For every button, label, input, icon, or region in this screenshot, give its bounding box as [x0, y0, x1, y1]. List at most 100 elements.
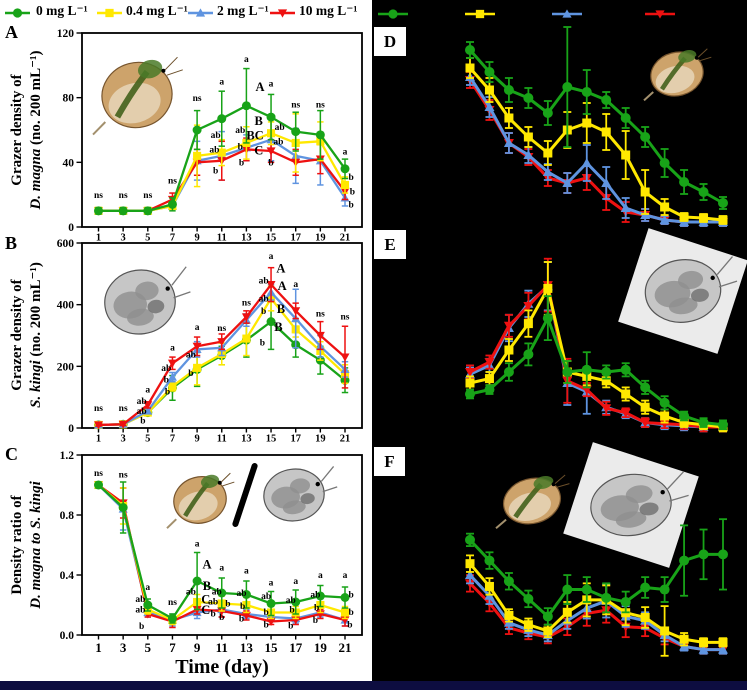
- significance-label: a: [269, 252, 274, 262]
- significance-label: A: [276, 261, 285, 275]
- triangle-down-marker: [465, 368, 475, 377]
- significance-label: B: [203, 579, 211, 593]
- circle-marker: [118, 503, 128, 512]
- square-marker: [504, 610, 514, 620]
- x-tick-label: 3: [120, 640, 127, 655]
- circle-marker: [659, 584, 670, 595]
- x-tick-label: 7: [170, 233, 175, 244]
- significance-label: b: [263, 621, 268, 631]
- series-yellow: [465, 57, 728, 225]
- significance-label: ns: [316, 100, 325, 110]
- significance-label: C: [201, 593, 210, 607]
- series-green: [465, 295, 728, 431]
- panel-a-y-title-line1: Grazer density of: [9, 74, 25, 186]
- circle-marker: [503, 85, 514, 95]
- triangle-down-marker: [523, 302, 534, 311]
- circle-marker: [562, 367, 573, 377]
- significance-label: C: [201, 603, 210, 617]
- slash-icon: [232, 463, 258, 527]
- triangle-up-marker: [484, 102, 495, 111]
- circle-marker: [484, 384, 495, 395]
- x-tick-label: 5: [145, 640, 152, 655]
- square-marker: [640, 402, 650, 412]
- x-tick-label: 5: [145, 233, 150, 244]
- square-marker: [217, 148, 226, 157]
- significance-label: ns: [316, 309, 325, 319]
- significance-label: b: [225, 600, 230, 610]
- s-kingi-image: [263, 466, 338, 522]
- significance-label: ab: [273, 138, 283, 148]
- circle-marker: [291, 127, 301, 137]
- circle-legend-icon: [388, 9, 398, 19]
- significance-label: A: [202, 557, 211, 571]
- x-tick-label: 5: [145, 434, 150, 445]
- square-marker: [640, 187, 650, 197]
- triangle-down-marker: [217, 338, 227, 347]
- triangle-down-marker: [266, 147, 276, 156]
- circle-marker: [640, 382, 651, 393]
- significance-label: b: [165, 388, 170, 398]
- significance-label: ab: [186, 588, 196, 598]
- markers: [94, 101, 350, 216]
- y-tick-label: 120: [57, 28, 75, 40]
- x-tick-label: 17: [289, 640, 303, 655]
- significance-label: ab: [209, 146, 219, 156]
- triangle-up-marker: [659, 215, 670, 224]
- square-marker: [193, 363, 202, 372]
- circle-marker: [192, 125, 202, 135]
- triangle-up-legend-icon: [195, 8, 206, 17]
- panel-E: [465, 228, 747, 433]
- significance-label: ab: [286, 596, 296, 606]
- triangle-down-marker: [143, 401, 153, 410]
- significance-label: b: [268, 159, 273, 169]
- significance-label: ns: [217, 324, 226, 334]
- panel-f-label: F: [374, 447, 405, 476]
- markers: [94, 480, 350, 623]
- significance-label: C: [254, 143, 263, 157]
- significance-label: ns: [94, 404, 103, 414]
- x-tick-label: 9: [194, 233, 199, 244]
- x-tick-label: 1: [96, 434, 101, 445]
- significance-label: ns: [193, 94, 202, 104]
- significance-label: ab: [211, 131, 221, 141]
- y-tick-label: 0.8: [60, 510, 75, 522]
- x-tick-label: 19: [315, 434, 326, 445]
- square-marker: [679, 212, 689, 222]
- panel-c-y-title-line2: D. magna to S. kingi: [28, 481, 44, 609]
- square-marker: [168, 382, 177, 391]
- square-marker: [465, 559, 475, 569]
- significance-label: a: [343, 147, 348, 157]
- x-tick-label: 11: [217, 233, 227, 244]
- significance-label: ab: [235, 126, 245, 136]
- x-tick-label: 3: [121, 434, 126, 445]
- square-marker: [621, 389, 631, 399]
- legend-markers: [5, 8, 675, 19]
- significance-label: BC: [246, 129, 263, 143]
- circle-marker: [523, 93, 534, 103]
- triangle-up-marker: [601, 178, 612, 187]
- d-magna-image: [166, 472, 235, 529]
- y-tick-label: 0.4: [60, 570, 75, 582]
- significance-label: ns: [143, 191, 152, 201]
- circle-marker: [465, 389, 475, 399]
- circle-marker: [143, 600, 153, 610]
- panel-a-label: A: [5, 22, 18, 42]
- x-tick-label: 7: [170, 434, 175, 445]
- significance-label: ab: [275, 123, 285, 133]
- circle-marker: [620, 113, 631, 123]
- triangle-down-marker: [291, 307, 301, 316]
- square-marker: [465, 378, 475, 388]
- significance-label: ns: [168, 176, 177, 186]
- triangle-up-marker: [718, 644, 728, 654]
- markers: [94, 281, 350, 430]
- square-marker: [679, 634, 689, 644]
- panel-b-y-title-line2: S. kingi (no. 200 mL⁻¹): [28, 262, 44, 408]
- triangle-up-marker: [698, 644, 709, 654]
- square-marker: [523, 620, 533, 630]
- square-marker: [242, 334, 251, 343]
- circle-marker: [659, 158, 670, 168]
- significance-label: b: [289, 606, 294, 616]
- circle-marker: [340, 164, 350, 174]
- significance-label: ns: [242, 298, 251, 308]
- circle-marker: [94, 480, 103, 490]
